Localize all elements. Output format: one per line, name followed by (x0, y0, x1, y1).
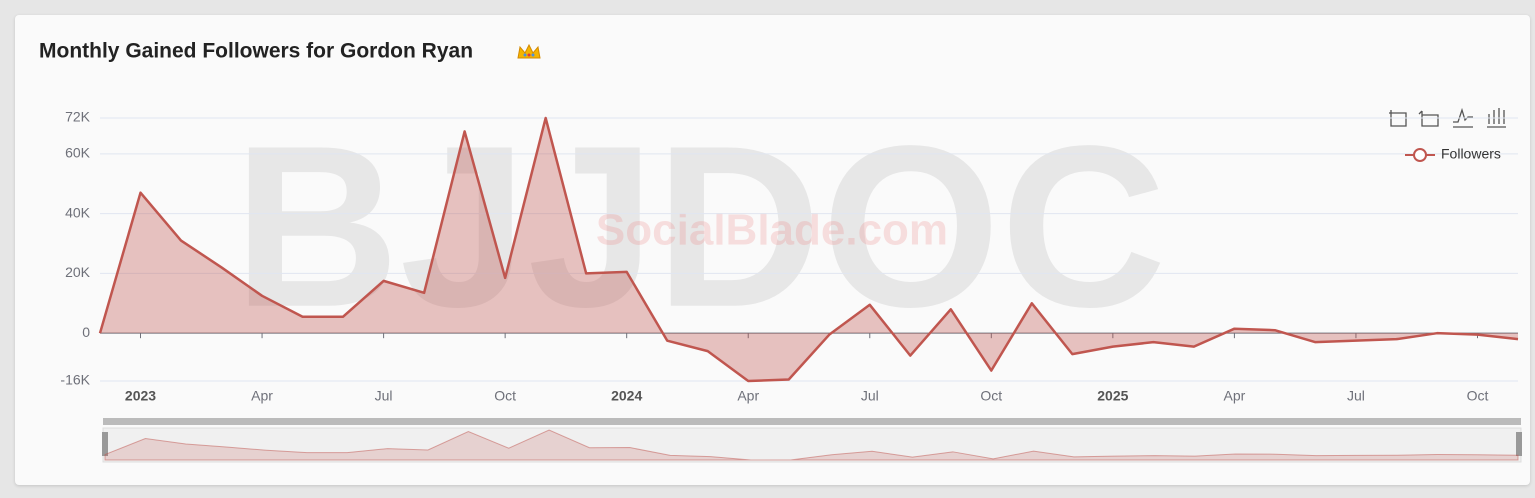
x-tick-label: Jul (1347, 388, 1365, 404)
zoom-handle[interactable] (1516, 432, 1522, 456)
chart-title: Monthly Gained Followers for Gordon Ryan (39, 40, 473, 63)
card (15, 15, 1530, 485)
zoom-handle[interactable] (102, 432, 108, 456)
watermark-logo: BJJDOC (233, 98, 1166, 355)
line (98, 116, 1519, 383)
x-tick-label: Apr (251, 388, 273, 404)
y-tick-label: 40K (65, 204, 91, 220)
zoom-preview (104, 429, 1519, 461)
zoom-window[interactable] (102, 427, 1522, 463)
area (100, 118, 1518, 381)
zoom-bar[interactable] (103, 418, 1521, 425)
x-tick-label: 2025 (1097, 388, 1128, 404)
legend-marker (1413, 148, 1427, 162)
x-tick-label: Oct (1467, 388, 1489, 404)
x-tick-label: Apr (737, 388, 759, 404)
y-tick-label: 60K (65, 145, 91, 161)
x-tick-label: Jul (375, 388, 393, 404)
x-tick-label: 2023 (125, 388, 156, 404)
y-tick-label: 20K (65, 264, 91, 280)
y-tick-label: 0 (82, 324, 90, 340)
y-tick-label: -16K (60, 372, 90, 388)
x-tick-label: Apr (1224, 388, 1246, 404)
watermark: SocialBlade.com (596, 206, 948, 255)
toolbox[interactable] (1389, 107, 1506, 128)
crown-icon (517, 43, 541, 59)
x-tick-label: Oct (494, 388, 516, 404)
x-tick-label: 2024 (611, 388, 642, 404)
legend-label: Followers (1441, 146, 1501, 162)
x-tick-label: Oct (980, 388, 1002, 404)
x-tick-label: Jul (861, 388, 879, 404)
y-tick-label: 72K (65, 109, 91, 125)
